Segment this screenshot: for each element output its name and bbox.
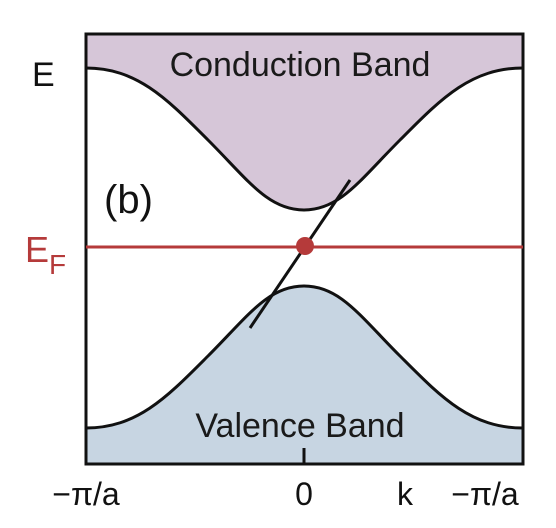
tick-label-left: −π/a xyxy=(52,476,120,512)
valence-band-region xyxy=(86,286,523,464)
valence-band-label: Valence Band xyxy=(195,407,404,445)
tick-label-right: −π/a xyxy=(451,476,519,512)
valence-band-curve xyxy=(85,284,524,430)
gap-crossing-line xyxy=(248,179,352,329)
fermi-level-subscript: F xyxy=(49,249,66,280)
tick-label-zero: 0 xyxy=(295,476,313,512)
conduction-band-curve xyxy=(85,66,524,212)
fermi-level-label: EF xyxy=(25,229,66,280)
fermi-point xyxy=(296,237,314,255)
panel-label: (b) xyxy=(104,178,153,222)
tick-label-k: k xyxy=(397,476,414,512)
conduction-band-label: Conduction Band xyxy=(170,46,431,84)
energy-axis-label: E xyxy=(32,56,55,94)
conduction-band-region xyxy=(86,34,523,210)
